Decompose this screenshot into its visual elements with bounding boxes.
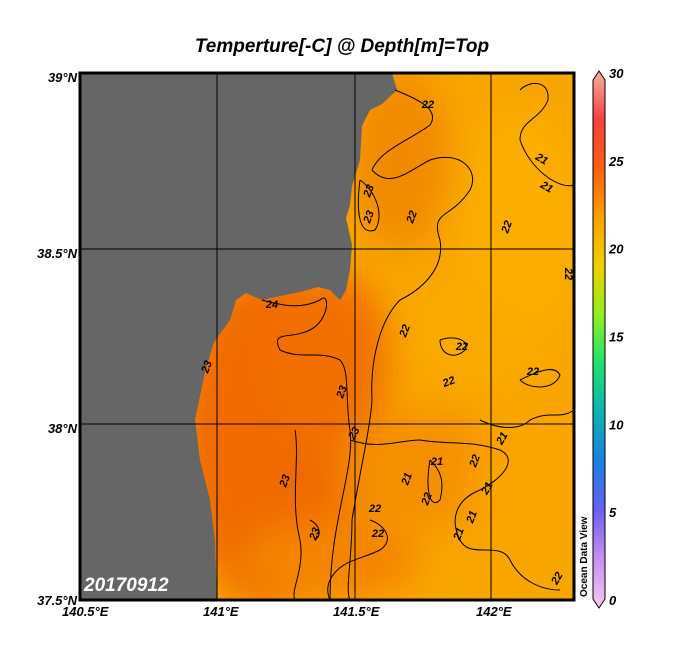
date-label: 20170912 xyxy=(83,575,169,596)
contour-label: 23 xyxy=(199,359,215,376)
contour-label: 22 xyxy=(499,219,515,236)
contour-label: 22 xyxy=(440,374,457,390)
contour-label: 22 xyxy=(404,209,420,226)
land xyxy=(80,73,397,600)
contour-label: 21 xyxy=(399,471,415,488)
contour-label: 21 xyxy=(430,456,443,468)
lon-ticks: 140.5°E 141°E 141.5°E 142°E xyxy=(62,604,512,619)
contour-label: 21 xyxy=(494,430,511,447)
contour-label: 21 xyxy=(479,480,496,497)
contour-label: 22 xyxy=(371,528,384,540)
contour-label: 22 xyxy=(526,366,539,378)
lat-tick: 37.5°N xyxy=(37,593,78,608)
colorbar-tick: 10 xyxy=(609,417,624,432)
colorbar-tick: 5 xyxy=(609,505,617,520)
contour-label: 21 xyxy=(451,526,467,543)
lon-tick: 141.5°E xyxy=(333,604,380,619)
contour-label: 22 xyxy=(467,453,483,470)
contour-label: 21 xyxy=(464,509,480,526)
lat-tick: 39°N xyxy=(48,70,78,85)
lon-tick: 140.5°E xyxy=(62,604,109,619)
contour-lines xyxy=(261,82,574,600)
contour-label: 21 xyxy=(537,179,554,196)
colorbar-tick: 30 xyxy=(609,66,624,81)
temperature-field xyxy=(180,73,574,600)
colorbar-tick: 15 xyxy=(609,330,624,345)
plot-title: Temperture[-C] @ Depth[m]=Top xyxy=(194,36,490,57)
lat-tick: 38.5°N xyxy=(37,246,78,261)
contour-label: 22 xyxy=(562,267,574,280)
contour-label: 22 xyxy=(455,341,468,353)
contour-label: 23 xyxy=(361,183,377,200)
contour-label: 23 xyxy=(346,425,363,442)
contour-label: 23 xyxy=(361,209,377,226)
lat-tick: 38°N xyxy=(48,421,78,436)
contour-label: 23 xyxy=(307,526,323,543)
contour-label: 22 xyxy=(397,323,413,340)
contour-label: 22 xyxy=(419,491,435,508)
contour-label: 21 xyxy=(532,151,549,168)
colorbar-tick: 25 xyxy=(608,154,624,169)
colorbar-ticks: 30 25 20 15 10 5 0 xyxy=(608,66,624,608)
lon-tick: 142°E xyxy=(476,604,512,619)
contour-label: 23 xyxy=(334,384,350,401)
contour-label: 22 xyxy=(421,99,434,111)
map-frame xyxy=(78,71,576,602)
contour-label: 22 xyxy=(549,570,566,587)
contour-label: 23 xyxy=(277,473,293,490)
colorbar-tick: 20 xyxy=(608,242,624,257)
contour-label: 22 xyxy=(368,503,381,515)
lat-ticks: 39°N 38.5°N 38°N 37.5°N xyxy=(37,70,78,608)
watermark: Ocean Data View xyxy=(579,516,590,597)
contour-label: 24 xyxy=(265,299,278,311)
colorbar xyxy=(592,70,606,609)
lon-tick: 141°E xyxy=(203,604,239,619)
grid-lines xyxy=(80,73,574,600)
colorbar-tick: 0 xyxy=(609,593,617,608)
